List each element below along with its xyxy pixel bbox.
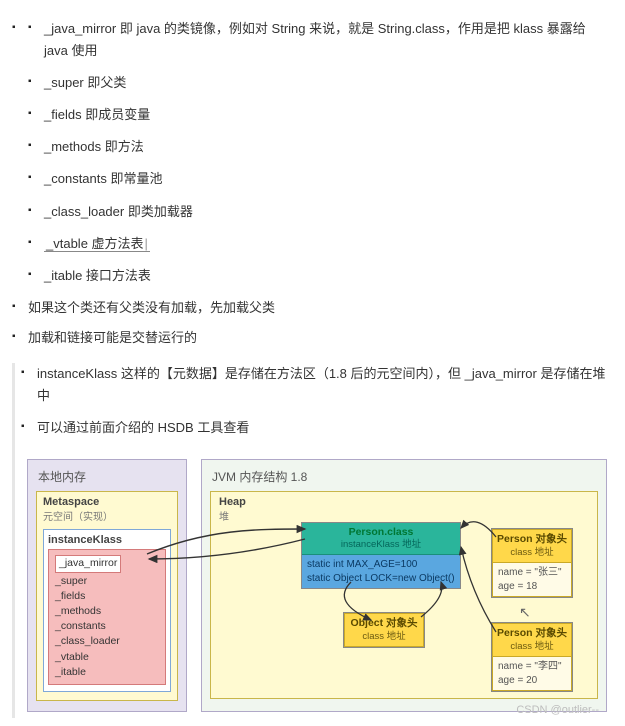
static-field: static Object LOCK=new Object() <box>307 572 455 586</box>
object-sub: class 地址 <box>362 631 405 642</box>
diagram-container: 本地内存 Metaspace 元空间（实现） instanceKlass _ja… <box>21 453 613 718</box>
list-item: _java_mirror 即 java 的类镜像，例如对 String 来说，就… <box>12 18 613 287</box>
person-class-box: Person.class instanceKlass 地址 static int… <box>301 522 461 589</box>
person-class-body: static int MAX_AGE=100 static Object LOC… <box>302 555 460 588</box>
field: _class_loader <box>55 634 159 649</box>
object-body: name = "张三" age = 18 <box>492 563 572 597</box>
field: _vtable <box>55 650 159 665</box>
inner-list-2: instanceKlass 这样的【元数据】是存储在方法区（1.8 后的元空间内… <box>21 363 613 439</box>
object-title: Object 对象头 <box>349 616 419 630</box>
note-section: instanceKlass 这样的【元数据】是存储在方法区（1.8 后的元空间内… <box>12 363 613 718</box>
object-title: Person 对象头 <box>497 626 567 640</box>
list-item: 加载和链接可能是交替运行的 <box>12 327 613 349</box>
panel-title: 本地内存 <box>38 468 178 485</box>
object-sub: class 地址 <box>510 547 553 558</box>
metaspace-sub: 元空间（实现） <box>43 508 171 523</box>
heap-box: Heap 堆 Person.class instanceKlass 地址 sta… <box>210 491 598 699</box>
object-header: Person 对象头 class 地址 <box>492 529 572 563</box>
list-item: 可以通过前面介绍的 HSDB 工具查看 <box>21 417 613 439</box>
list-item: _java_mirror 即 java 的类镜像，例如对 String 来说，就… <box>28 18 613 62</box>
object-title: Person 对象头 <box>497 532 567 546</box>
heap-sub: 堆 <box>219 508 589 523</box>
instance-field: age = 18 <box>498 580 566 594</box>
list-item: instanceKlass 这样的【元数据】是存储在方法区（1.8 后的元空间内… <box>21 363 613 407</box>
person-class-title: Person.class <box>349 526 414 538</box>
object-header: Object 对象头 class 地址 <box>344 613 424 647</box>
jvm-diagram: 本地内存 Metaspace 元空间（实现） instanceKlass _ja… <box>27 459 607 712</box>
watermark: CSDN @outlier-- <box>516 704 599 716</box>
cursor-icon: ↖ <box>519 604 531 621</box>
object-body: name = "李四" age = 20 <box>492 657 572 691</box>
person-instance-2: Person 对象头 class 地址 name = "李四" age = 20 <box>491 622 573 692</box>
jvm-panel: JVM 内存结构 1.8 Heap 堆 Person.class instanc… <box>201 459 607 712</box>
object-sub: class 地址 <box>510 641 553 652</box>
metaspace-title: Metaspace <box>43 496 171 508</box>
static-field: static int MAX_AGE=100 <box>307 558 455 572</box>
panel-title: JVM 内存结构 1.8 <box>212 468 598 485</box>
instance-field: age = 20 <box>498 674 566 688</box>
person-instance-1: Person 对象头 class 地址 name = "张三" age = 18 <box>491 528 573 598</box>
instanceklass-fields: _java_mirror _super _fields _methods _co… <box>48 549 166 685</box>
local-memory-panel: 本地内存 Metaspace 元空间（实现） instanceKlass _ja… <box>27 459 187 712</box>
field: _constants <box>55 619 159 634</box>
field: _fields <box>55 589 159 604</box>
highlighted-text: _vtable 虚方法表 <box>44 236 150 252</box>
field: _methods <box>55 604 159 619</box>
metaspace-box: Metaspace 元空间（实现） instanceKlass _java_mi… <box>36 491 178 701</box>
outer-list: _java_mirror 即 java 的类镜像，例如对 String 来说，就… <box>12 18 613 349</box>
instance-field: name = "李四" <box>498 660 566 674</box>
inner-list-1: _java_mirror 即 java 的类镜像，例如对 String 来说，就… <box>28 18 613 287</box>
list-item: _class_loader 即类加载器 <box>28 201 613 223</box>
instanceklass-box: instanceKlass _java_mirror _super _field… <box>43 529 171 692</box>
person-class-header: Person.class instanceKlass 地址 <box>302 523 460 555</box>
instance-field: name = "张三" <box>498 566 566 580</box>
field: _itable <box>55 665 159 680</box>
list-item: _itable 接口方法表 <box>28 265 613 287</box>
instanceklass-title: instanceKlass <box>48 534 166 546</box>
list-item: _constants 即常量池 <box>28 168 613 190</box>
field-java-mirror: _java_mirror <box>55 555 121 572</box>
list-item: _vtable 虚方法表 <box>28 233 613 255</box>
object-header-box: Object 对象头 class 地址 <box>343 612 425 648</box>
heap-title: Heap <box>219 496 589 508</box>
field: _super <box>55 574 159 589</box>
list-item: _super 即父类 <box>28 72 613 94</box>
list-item: _fields 即成员变量 <box>28 104 613 126</box>
person-class-sub: instanceKlass 地址 <box>302 539 460 552</box>
object-header: Person 对象头 class 地址 <box>492 623 572 657</box>
list-item: _methods 即方法 <box>28 136 613 158</box>
list-item: 如果这个类还有父类没有加载，先加载父类 <box>12 297 613 319</box>
